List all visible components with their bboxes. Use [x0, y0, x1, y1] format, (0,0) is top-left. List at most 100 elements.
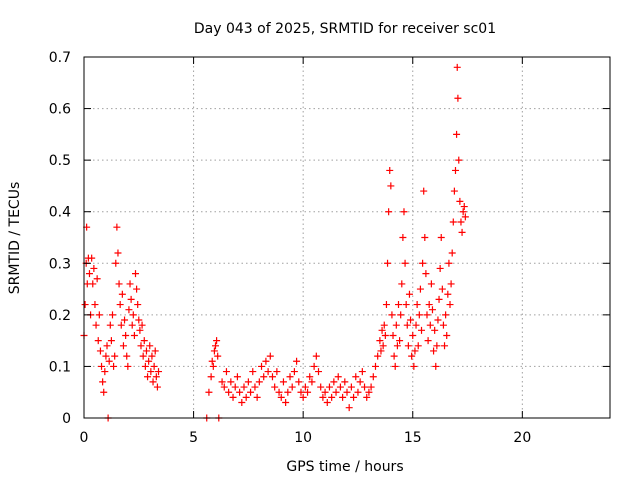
data-point: [445, 259, 453, 267]
data-point: [343, 388, 351, 396]
data-point: [432, 362, 440, 370]
data-point: [433, 342, 441, 350]
data-point: [379, 342, 387, 350]
data-point: [412, 321, 420, 329]
data-point: [448, 249, 456, 257]
data-point: [123, 352, 131, 360]
data-point: [361, 383, 369, 391]
y-tick-label: 0.7: [49, 50, 71, 66]
data-point: [150, 362, 158, 370]
data-point: [247, 388, 255, 396]
data-point: [315, 368, 323, 376]
data-point: [347, 383, 355, 391]
x-tick-label: 5: [189, 430, 198, 446]
data-point: [144, 373, 152, 381]
data-point: [310, 362, 318, 370]
y-tick-label: 0.5: [49, 153, 71, 169]
data-point: [439, 321, 447, 329]
data-point: [450, 187, 458, 195]
data-point: [380, 321, 388, 329]
data-point: [133, 285, 141, 293]
data-point: [434, 316, 442, 324]
x-tick-label: 10: [294, 430, 312, 446]
data-point: [449, 218, 457, 226]
data-point: [251, 383, 259, 391]
data-point: [453, 63, 461, 71]
data-point: [426, 321, 434, 329]
data-point: [152, 373, 160, 381]
data-point: [225, 388, 233, 396]
data-point: [275, 388, 283, 396]
data-point: [381, 331, 389, 339]
data-point: [443, 331, 451, 339]
data-point: [339, 393, 347, 401]
axis-ticks: [83, 56, 610, 419]
data-point: [209, 362, 217, 370]
data-point: [233, 373, 241, 381]
data-point: [336, 383, 344, 391]
data-point: [306, 373, 314, 381]
data-point: [423, 311, 431, 319]
data-point: [388, 311, 396, 319]
data-point: [242, 393, 250, 401]
data-point: [460, 203, 468, 211]
data-point: [288, 383, 296, 391]
data-point: [284, 388, 292, 396]
data-point: [124, 362, 132, 370]
data-point: [130, 331, 138, 339]
data-point: [430, 347, 438, 355]
data-point: [363, 393, 371, 401]
data-point: [295, 378, 303, 386]
data-point: [325, 383, 333, 391]
data-point: [113, 223, 121, 231]
data-point: [354, 388, 362, 396]
data-point: [155, 368, 163, 376]
data-point: [356, 378, 364, 386]
data-point: [391, 362, 399, 370]
data-point: [125, 306, 133, 314]
data-point: [258, 362, 266, 370]
data-point: [151, 347, 159, 355]
data-point: [110, 362, 118, 370]
data-point: [108, 311, 116, 319]
data-point: [238, 399, 246, 407]
grid-lines: [84, 57, 610, 418]
chart-title: Day 043 of 2025, SRMTID for receiver sc0…: [194, 21, 496, 37]
data-point: [212, 342, 219, 350]
data-point: [395, 301, 403, 309]
data-point: [142, 347, 150, 355]
data-point: [129, 311, 137, 319]
data-point: [282, 399, 290, 407]
data-point: [122, 331, 130, 339]
data-point: [90, 264, 98, 272]
data-point: [102, 352, 110, 360]
data-point: [138, 321, 146, 329]
data-point: [207, 373, 215, 381]
data-point: [385, 208, 393, 216]
data-point: [81, 301, 89, 309]
data-point: [95, 311, 103, 319]
data-point: [396, 337, 404, 345]
data-point: [341, 378, 349, 386]
data-point: [352, 373, 360, 381]
data-point: [99, 378, 107, 386]
data-point: [404, 342, 412, 350]
data-point: [134, 301, 142, 309]
data-point: [415, 311, 423, 319]
data-point: [146, 342, 154, 350]
data-point: [304, 388, 312, 396]
data-point: [425, 301, 433, 309]
data-point: [111, 352, 119, 360]
data-point: [141, 362, 149, 370]
data-point: [408, 352, 416, 360]
data-point: [377, 347, 385, 355]
data-point: [446, 301, 454, 309]
plot-frame: [83, 56, 611, 419]
data-point: [330, 378, 338, 386]
y-tick-label: 0.2: [49, 308, 71, 324]
x-axis-label: GPS time / hours: [286, 459, 403, 475]
data-point: [273, 368, 281, 376]
data-point: [132, 270, 140, 278]
data-point: [444, 290, 452, 298]
